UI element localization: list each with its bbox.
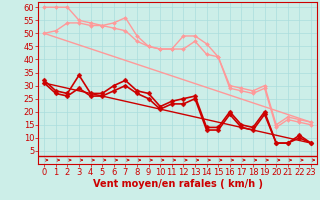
X-axis label: Vent moyen/en rafales ( km/h ): Vent moyen/en rafales ( km/h ) [92,179,263,189]
